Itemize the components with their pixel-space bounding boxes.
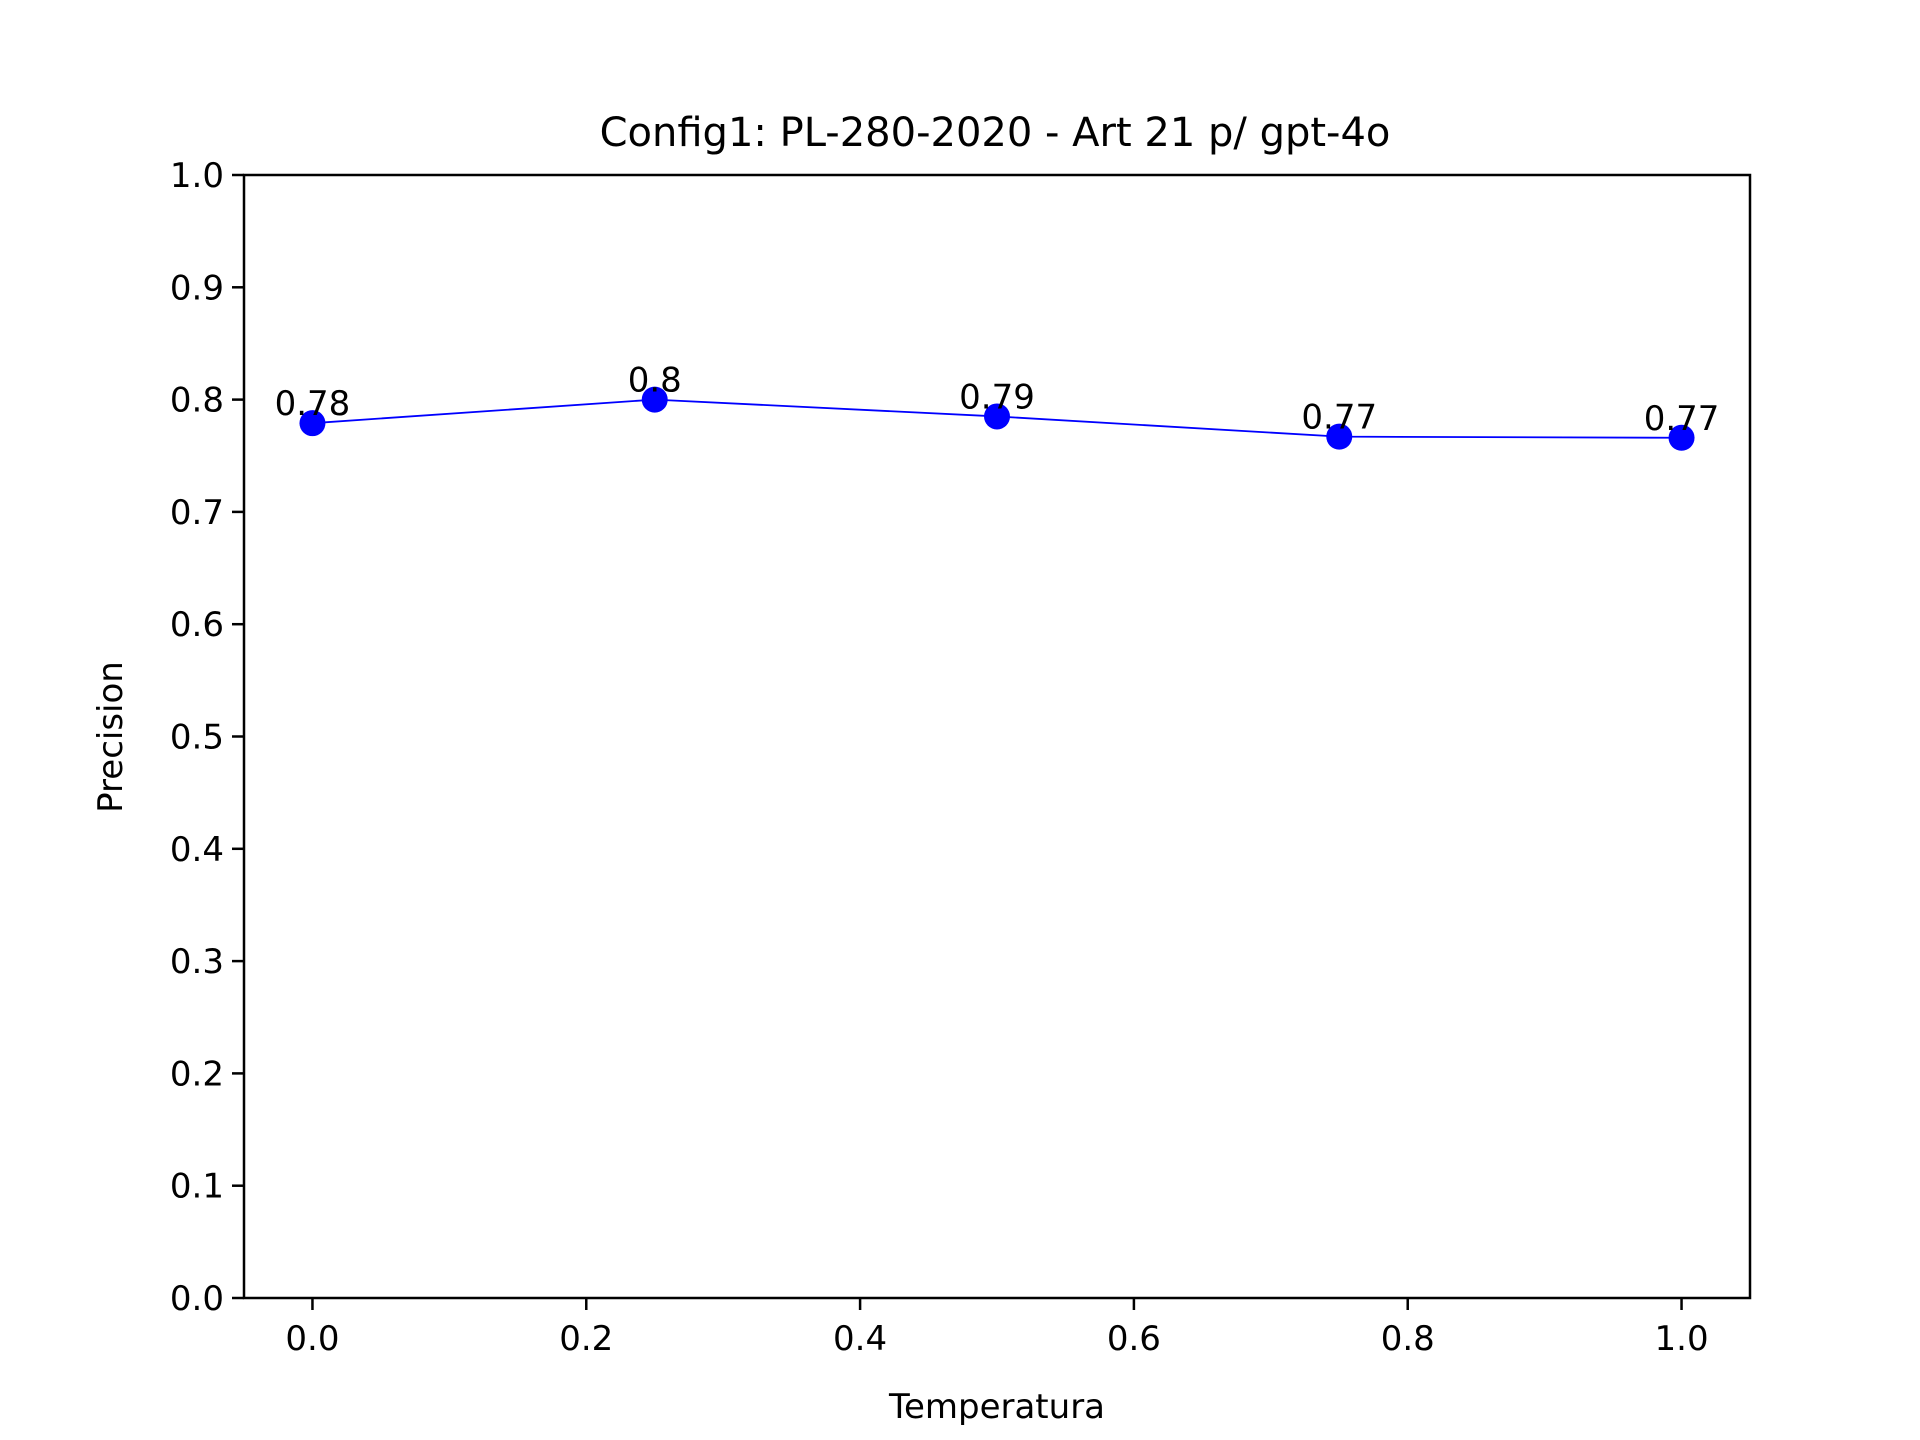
y-axis: 0.0 0.1 0.2 0.3 0.4 0.5 0.6 0.7 0.8 0.9 1.0 <box>170 156 244 1319</box>
plot-frame <box>242 173 1752 1300</box>
y-tick-label: 0.1 <box>170 1167 224 1207</box>
data-point <box>1668 424 1695 451</box>
x-axis: 0.0 0.2 0.4 0.6 0.8 1.0 <box>285 1298 1709 1359</box>
x-axis-label: Temperatura <box>888 1387 1105 1427</box>
y-tick-label: 1.0 <box>170 156 224 196</box>
x-tick-label: 0.6 <box>1107 1319 1161 1359</box>
x-tick-label: 0.8 <box>1381 1319 1435 1359</box>
data-point <box>641 386 668 413</box>
y-axis-label: Precision <box>91 661 131 813</box>
y-tick-label: 0.9 <box>170 268 224 308</box>
data-point <box>1326 423 1353 450</box>
y-tick-label: 0.6 <box>170 605 224 645</box>
y-tick-label: 0.3 <box>170 942 224 982</box>
y-tick-label: 0.0 <box>170 1279 224 1319</box>
x-tick-label: 0.0 <box>285 1319 339 1359</box>
y-tick-label: 0.8 <box>170 381 224 421</box>
chart-title: Config1: PL-280-2020 - Art 21 p/ gpt-4o <box>600 110 1391 156</box>
data-label: 0.78 <box>275 384 351 424</box>
data-point <box>984 403 1010 430</box>
x-tick-label: 0.4 <box>833 1319 887 1359</box>
plot-series: 0.78 0.8 0.79 0.77 0.77 <box>275 361 1720 451</box>
data-point <box>299 410 326 437</box>
data-label: 0.77 <box>1644 399 1720 439</box>
data-label: 0.77 <box>1301 398 1377 438</box>
y-tick-label: 0.4 <box>170 830 224 870</box>
data-label: 0.79 <box>959 377 1035 417</box>
x-tick-label: 0.2 <box>559 1319 613 1359</box>
data-label: 0.8 <box>628 361 682 401</box>
y-tick-label: 0.2 <box>170 1054 224 1094</box>
y-tick-label: 0.5 <box>170 718 224 758</box>
x-tick-label: 1.0 <box>1655 1319 1709 1359</box>
y-tick-label: 0.7 <box>170 493 224 533</box>
